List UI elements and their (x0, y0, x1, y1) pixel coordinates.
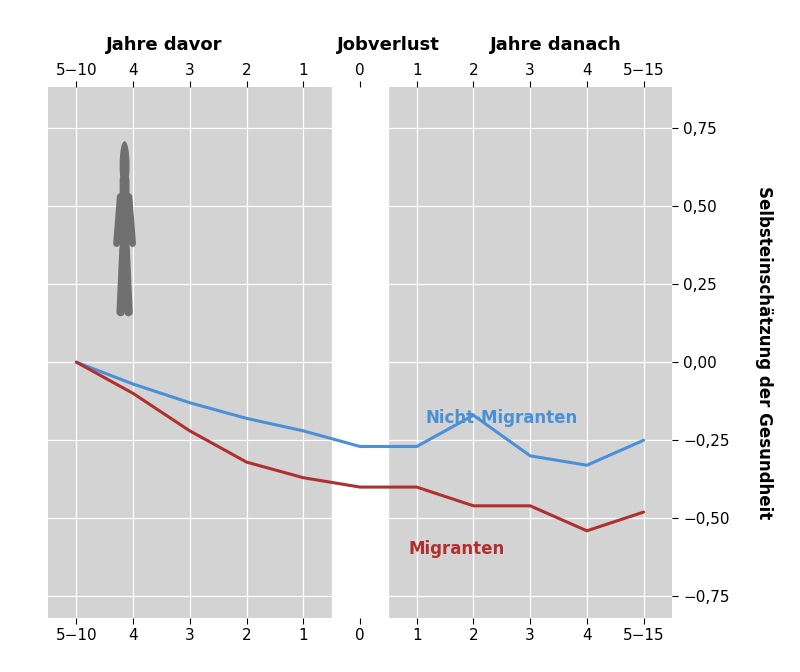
Bar (332, 87, 388, 618)
Y-axis label: Selbsteinschätzung der Gesundheit: Selbsteinschätzung der Gesundheit (754, 186, 773, 519)
Text: Jahre davor: Jahre davor (106, 36, 222, 54)
Text: Nicht-Migranten: Nicht-Migranten (426, 409, 578, 427)
Circle shape (120, 142, 129, 189)
FancyBboxPatch shape (120, 178, 129, 253)
Text: Jahre danach: Jahre danach (490, 36, 622, 54)
Text: Migranten: Migranten (408, 540, 505, 558)
Text: Jobverlust: Jobverlust (337, 36, 439, 54)
